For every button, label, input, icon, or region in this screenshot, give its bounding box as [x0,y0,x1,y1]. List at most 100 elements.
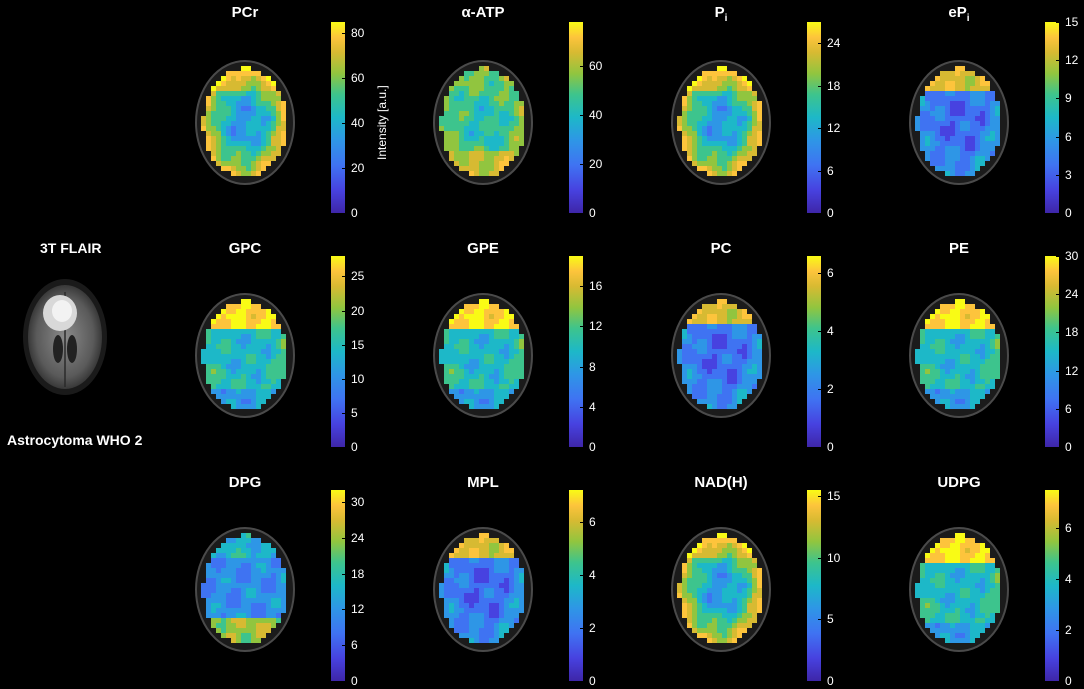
colorbar-tick-label: 24 [351,530,365,545]
colorbar-tick-label: 12 [1065,53,1079,68]
colorbar-tick-label: 24 [827,36,841,51]
colorbar-tick [1056,98,1059,100]
colorbar-tick-label: 6 [1065,521,1072,536]
brain-map [671,527,771,652]
brain-map [195,527,295,652]
colorbar-tick-label: 8 [589,359,596,374]
colorbar-tick [342,78,345,80]
flair-caption: Astrocytoma WHO 2 [7,432,143,448]
colorbar-tick-label: 0 [351,440,358,454]
colorbar-tick-label: 5 [827,612,834,627]
colorbar-tick [342,573,345,575]
colorbar-tick [818,170,821,172]
colorbar-tick [818,447,821,448]
colorbar-tick-label: 9 [1065,91,1072,106]
colorbar [331,490,345,681]
colorbar [569,490,583,681]
colorbar [1045,490,1059,681]
colorbar-tick-label: 2 [1065,623,1072,638]
colorbar-tick-label: 25 [351,269,365,284]
colorbar-tick-label: 6 [351,638,358,653]
brain-map [671,293,771,418]
colorbar-tick-label: 40 [589,108,603,123]
colorbar-tick-label: 0 [827,206,834,220]
colorbar-tick [342,344,345,346]
colorbar-tick [1056,630,1059,632]
colorbar-tick-label: 30 [351,494,365,509]
colorbar-tick [818,273,821,275]
colorbar-tick-label: 20 [351,161,365,176]
colorbar-tick-label: 6 [1065,129,1072,144]
colorbar-tick-label: 40 [351,116,365,131]
panel-title: Pi [714,4,728,24]
colorbar-tick [342,378,345,380]
colorbar-tick [1056,136,1059,138]
panel-title: PCr [231,4,259,21]
colorbar-tick [580,521,583,523]
colorbar-tick [1056,528,1059,530]
colorbar-tick [342,33,345,35]
flair-image [23,279,107,395]
colorbar-tick-label: 10 [827,550,841,565]
colorbar-tick-label: 24 [1065,287,1079,302]
colorbar-tick [580,447,583,448]
colorbar-tick-label: 0 [589,206,596,220]
colorbar-tick [342,537,345,539]
colorbar-tick-label: 0 [589,440,596,454]
colorbar-tick-label: 0 [1065,206,1072,220]
colorbar-tick [1056,681,1059,682]
brain-map [671,60,771,185]
colorbar-tick-label: 5 [351,405,358,420]
colorbar-tick-label: 0 [827,440,834,454]
colorbar-tick-label: 20 [351,303,365,318]
panel-title: ePi [948,4,970,24]
brain-map [909,527,1009,652]
colorbar-tick-label: 18 [827,78,841,93]
colorbar-tick-label: 6 [1065,401,1072,416]
colorbar-tick-label: 16 [589,279,603,294]
brain-map [433,60,533,185]
colorbar-tick [1056,60,1059,62]
colorbar-tick [580,115,583,117]
colorbar-tick-label: 20 [589,157,603,172]
colorbar-tick-label: 2 [827,382,834,397]
panel-title: GPE [467,240,499,257]
colorbar-tick-label: 0 [1065,674,1072,688]
colorbar-tick [818,331,821,333]
colorbar-tick [818,389,821,391]
colorbar [331,256,345,447]
colorbar-tick-label: 12 [1065,363,1079,378]
brain-map [195,293,295,418]
panel-title: UDPG [937,474,981,491]
colorbar-tick [342,609,345,611]
colorbar-tick [1056,408,1059,410]
colorbar-tick [342,501,345,503]
colorbar-tick-label: 6 [589,514,596,529]
colorbar-tick [1056,294,1059,296]
colorbar-tick-label: 60 [589,59,603,74]
colorbar-tick [342,168,345,170]
colorbar-tick [818,43,821,45]
colorbar-tick [580,681,583,682]
panel-title: DPG [228,474,262,491]
colorbar-tick-label: 0 [827,674,834,688]
brain-map [909,293,1009,418]
flair-title: 3T FLAIR [40,240,102,256]
colorbar [807,490,821,681]
brain-map [433,527,533,652]
panel-title: MPL [467,474,499,491]
panel-title: PC [710,240,732,257]
colorbar-tick [580,406,583,408]
colorbar [569,256,583,447]
colorbar-tick-label: 4 [827,324,834,339]
colorbar-tick-label: 10 [351,371,365,386]
colorbar-tick-label: 15 [827,489,841,504]
colorbar [331,22,345,213]
colorbar-tick-label: 2 [589,620,596,635]
panel-title: PE [948,240,969,257]
colorbar-tick [342,645,345,647]
colorbar-tick [342,310,345,312]
colorbar-tick [818,128,821,130]
brain-map [433,293,533,418]
